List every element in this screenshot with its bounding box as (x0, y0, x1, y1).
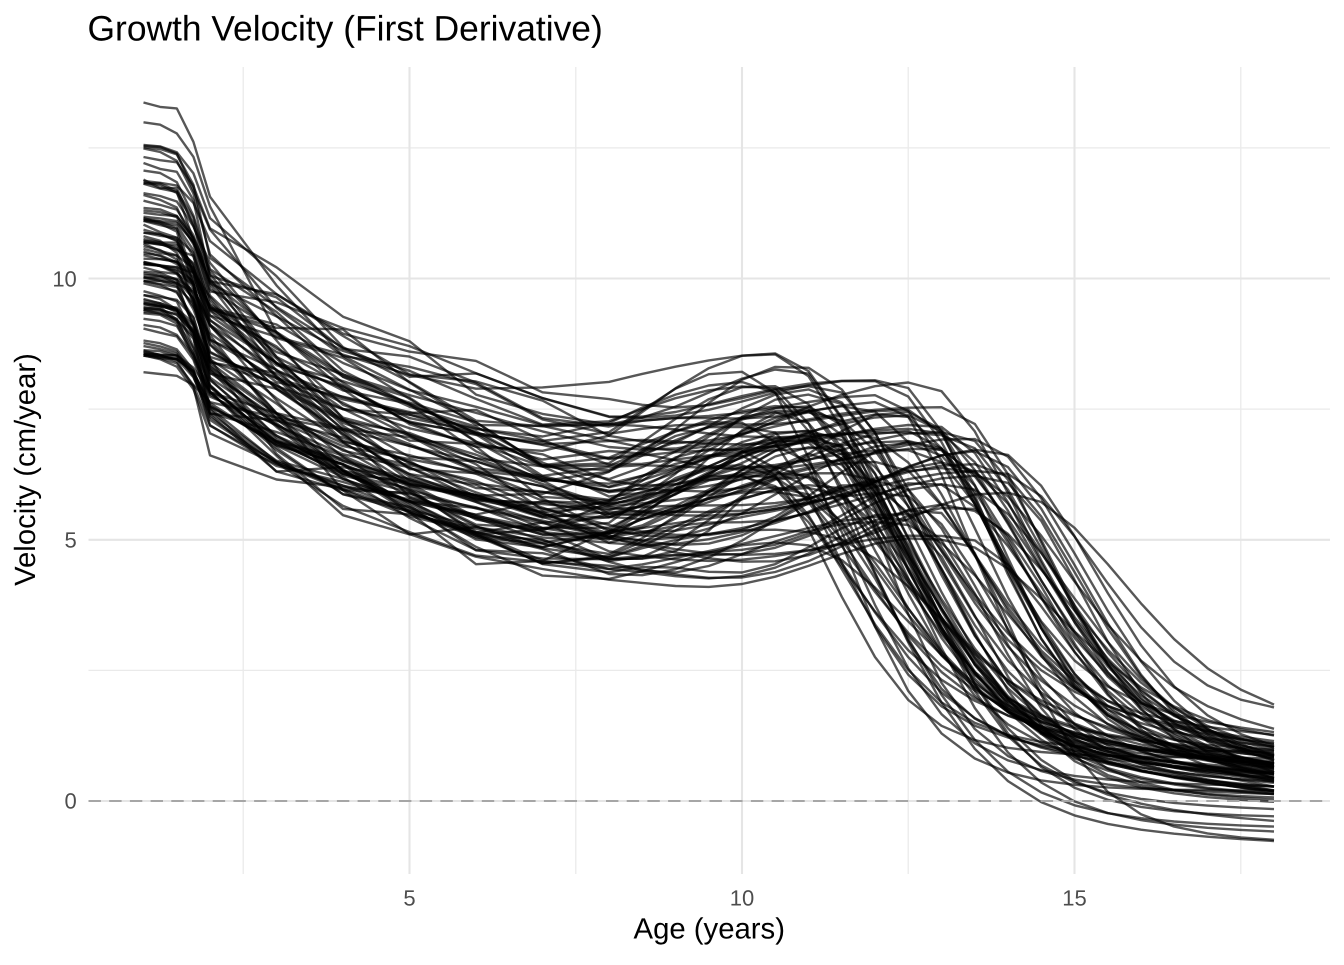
svg-text:5: 5 (403, 886, 415, 911)
svg-text:10: 10 (52, 267, 76, 292)
svg-text:Age (years): Age (years) (634, 912, 785, 945)
svg-text:Velocity (cm/year): Velocity (cm/year) (9, 353, 42, 586)
svg-text:Growth Velocity (First Derivat: Growth Velocity (First Derivative) (88, 9, 603, 49)
svg-text:10: 10 (730, 886, 754, 911)
svg-text:0: 0 (65, 789, 77, 814)
svg-text:15: 15 (1062, 886, 1086, 911)
svg-text:5: 5 (65, 528, 77, 553)
